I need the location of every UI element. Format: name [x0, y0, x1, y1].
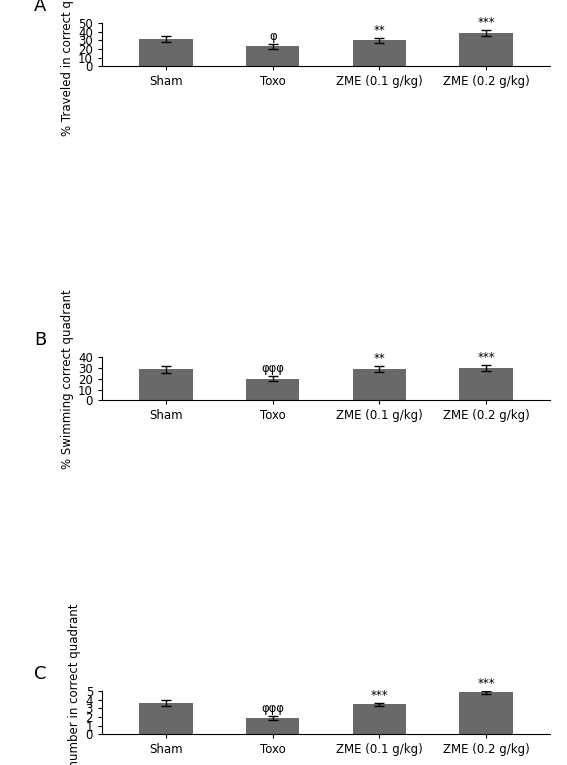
- Text: B: B: [34, 331, 46, 350]
- Bar: [353, 369, 406, 400]
- Text: ***: ***: [371, 689, 388, 702]
- Text: **: **: [374, 24, 385, 37]
- Text: φ: φ: [269, 31, 277, 44]
- Bar: [459, 34, 513, 67]
- Bar: [246, 47, 299, 67]
- Y-axis label: % Swimming correct quadrant: % Swimming correct quadrant: [61, 289, 74, 468]
- Bar: [139, 369, 193, 400]
- Text: C: C: [34, 666, 46, 683]
- Text: A: A: [34, 0, 46, 15]
- Text: **: **: [374, 353, 385, 366]
- Y-axis label: Crossing number in correct quadrant: Crossing number in correct quadrant: [69, 604, 82, 765]
- Bar: [353, 705, 406, 734]
- Text: ***: ***: [477, 17, 495, 30]
- Bar: [246, 718, 299, 734]
- Text: ***: ***: [477, 351, 495, 364]
- Bar: [139, 40, 193, 67]
- Bar: [353, 41, 406, 67]
- Bar: [139, 703, 193, 734]
- Bar: [246, 379, 299, 400]
- Bar: [459, 692, 513, 734]
- Text: φφφ: φφφ: [261, 702, 284, 715]
- Bar: [459, 368, 513, 400]
- Text: ***: ***: [477, 677, 495, 690]
- Text: φφφ: φφφ: [261, 362, 284, 375]
- Y-axis label: % Traveled in correct quadrant: % Traveled in correct quadrant: [61, 0, 74, 136]
